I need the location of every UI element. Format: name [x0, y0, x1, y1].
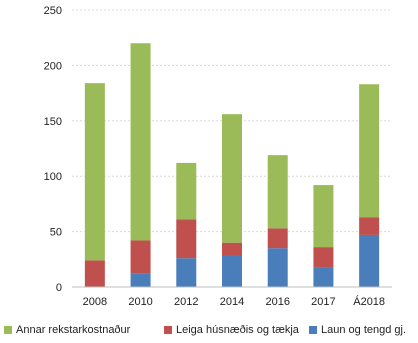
y-tick-label: 0 — [56, 282, 62, 294]
bar-segment — [176, 219, 197, 259]
bar-segment — [359, 234, 380, 287]
x-tick-labels: 2008 2010 2012 2014 2016 2017 Á2018 — [83, 295, 385, 308]
y-tick-labels: 0 50 100 150 200 250 — [44, 5, 62, 294]
x-tick-label: Á2018 — [353, 295, 385, 308]
bar-segment — [130, 43, 151, 241]
bar-segment — [130, 240, 151, 274]
bar-segment — [222, 114, 242, 243]
bar-segment — [359, 217, 380, 235]
bar-segment — [176, 258, 197, 287]
x-tick-label: 2008 — [83, 296, 107, 308]
legend-swatch — [164, 326, 172, 334]
bars — [84, 43, 380, 287]
bar-segment — [222, 242, 242, 256]
bar-segment — [313, 247, 334, 268]
bar-segment — [267, 155, 288, 229]
bar-segment — [84, 260, 105, 287]
bar-segment — [267, 228, 288, 249]
y-tick-label: 200 — [44, 60, 62, 72]
y-tick-label: 150 — [44, 116, 62, 128]
bar-segment — [222, 255, 242, 287]
legend: Annar rekstarkostnaður Leiga húsnæðis og … — [4, 322, 418, 340]
x-tick-label: 2016 — [265, 296, 289, 308]
bar-segment — [313, 185, 334, 248]
legend-label: Leiga húsnæðis og tækja — [176, 324, 299, 336]
x-tick-label: 2014 — [220, 296, 244, 308]
bar-segment — [84, 83, 105, 261]
x-tick-label: 2012 — [174, 296, 198, 308]
legend-label: Laun og tengd gj. — [321, 324, 407, 336]
x-tick-label: 2010 — [128, 296, 152, 308]
x-tick-label: 2017 — [311, 296, 335, 308]
bar-segment — [130, 273, 151, 287]
bar-segment — [267, 248, 288, 287]
bar-segment — [359, 84, 380, 218]
y-tick-label: 250 — [44, 5, 62, 17]
bar-segment — [313, 267, 334, 287]
y-tick-label: 50 — [50, 227, 62, 239]
bar-segment — [176, 162, 197, 220]
y-tick-label: 100 — [44, 171, 62, 183]
stacked-bar-chart: 0 50 100 150 200 250 2008 2010 2012 2014 2016 2017… — [44, 5, 392, 308]
legend-label: Annar rekstarkostnaður — [16, 324, 131, 336]
legend-swatch — [4, 326, 12, 334]
legend-swatch — [309, 326, 317, 334]
